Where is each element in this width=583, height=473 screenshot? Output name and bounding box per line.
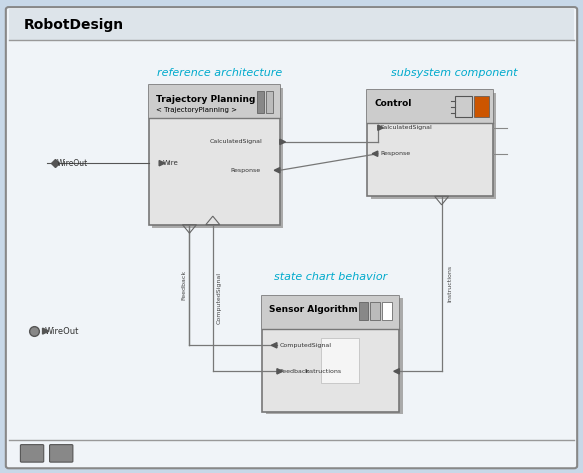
Polygon shape xyxy=(372,151,378,157)
Text: < TrajectoryPlanning >: < TrajectoryPlanning > xyxy=(156,107,237,113)
Polygon shape xyxy=(394,368,399,374)
Text: WireOut: WireOut xyxy=(57,158,89,168)
Text: Response: Response xyxy=(230,168,261,173)
Text: Trajectory Planning: Trajectory Planning xyxy=(156,95,255,104)
Text: Feedback: Feedback xyxy=(181,270,186,300)
FancyBboxPatch shape xyxy=(6,7,577,468)
FancyBboxPatch shape xyxy=(455,96,472,117)
FancyBboxPatch shape xyxy=(20,445,44,462)
FancyBboxPatch shape xyxy=(149,85,280,118)
Text: CalculatedSignal: CalculatedSignal xyxy=(380,125,433,130)
Polygon shape xyxy=(274,167,280,173)
FancyBboxPatch shape xyxy=(321,338,359,383)
Polygon shape xyxy=(280,139,286,145)
Text: Response: Response xyxy=(380,151,410,156)
FancyBboxPatch shape xyxy=(50,445,73,462)
FancyBboxPatch shape xyxy=(370,302,380,320)
Text: Sensor Algorithm: Sensor Algorithm xyxy=(269,305,358,314)
FancyBboxPatch shape xyxy=(367,90,493,196)
Text: ComputedSignal: ComputedSignal xyxy=(216,272,221,324)
Polygon shape xyxy=(159,160,165,166)
Text: Wire: Wire xyxy=(163,160,179,166)
FancyBboxPatch shape xyxy=(262,296,399,329)
Polygon shape xyxy=(43,328,49,334)
Text: Instructions: Instructions xyxy=(304,369,341,374)
FancyBboxPatch shape xyxy=(152,88,283,228)
FancyBboxPatch shape xyxy=(266,298,403,414)
FancyBboxPatch shape xyxy=(262,296,399,412)
Text: reference architecture: reference architecture xyxy=(157,68,283,79)
Text: Instructions: Instructions xyxy=(448,265,453,302)
Text: Control: Control xyxy=(374,99,412,108)
Polygon shape xyxy=(271,342,277,348)
Polygon shape xyxy=(277,368,283,374)
FancyBboxPatch shape xyxy=(382,302,392,320)
Text: Feedback: Feedback xyxy=(280,369,310,374)
FancyBboxPatch shape xyxy=(367,90,493,123)
Text: subsystem component: subsystem component xyxy=(391,68,517,79)
FancyBboxPatch shape xyxy=(257,91,264,113)
FancyBboxPatch shape xyxy=(371,93,496,199)
FancyBboxPatch shape xyxy=(149,85,280,225)
Polygon shape xyxy=(378,125,384,131)
Text: CalculatedSignal: CalculatedSignal xyxy=(210,140,262,144)
FancyBboxPatch shape xyxy=(9,9,574,40)
Text: WireOut: WireOut xyxy=(45,326,79,336)
FancyBboxPatch shape xyxy=(359,302,368,320)
FancyBboxPatch shape xyxy=(474,96,489,117)
Text: ComputedSignal: ComputedSignal xyxy=(280,343,332,348)
FancyBboxPatch shape xyxy=(266,91,273,113)
Text: RobotDesign: RobotDesign xyxy=(23,18,124,32)
Text: state chart behavior: state chart behavior xyxy=(274,272,387,282)
